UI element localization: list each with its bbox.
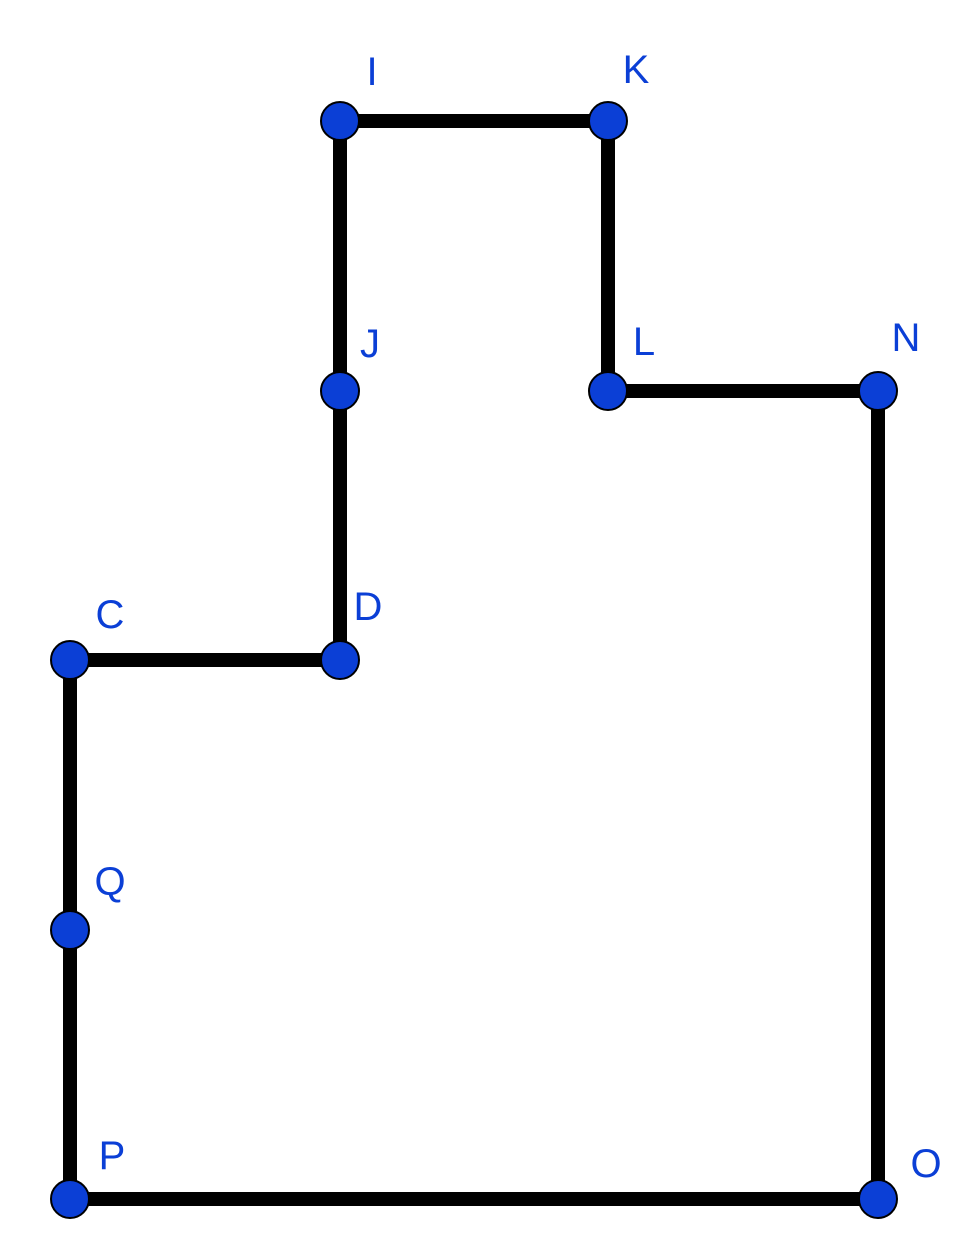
- vertex-j: [320, 371, 360, 411]
- vertex-label-d: D: [354, 585, 383, 629]
- vertex-label-p: P: [99, 1134, 126, 1178]
- vertex-d: [320, 640, 360, 680]
- vertex-label-n: N: [892, 316, 921, 360]
- vertex-p: [50, 1179, 90, 1219]
- vertex-q: [50, 910, 90, 950]
- vertex-label-i: I: [366, 50, 377, 94]
- vertices-layer: [50, 101, 898, 1219]
- vertex-n: [858, 371, 898, 411]
- vertex-o: [858, 1179, 898, 1219]
- vertex-k: [588, 101, 628, 141]
- vertex-i: [320, 101, 360, 141]
- vertex-c: [50, 640, 90, 680]
- labels-layer: I K J L N C D Q P O: [94, 48, 941, 1186]
- vertex-label-l: L: [633, 320, 655, 364]
- vertex-label-c: C: [96, 593, 125, 637]
- vertex-label-q: Q: [94, 860, 125, 904]
- edges-layer: [63, 114, 885, 1206]
- vertex-label-o: O: [910, 1142, 941, 1186]
- vertex-label-j: J: [360, 322, 380, 366]
- vertex-label-k: K: [623, 48, 650, 92]
- vertex-l: [588, 371, 628, 411]
